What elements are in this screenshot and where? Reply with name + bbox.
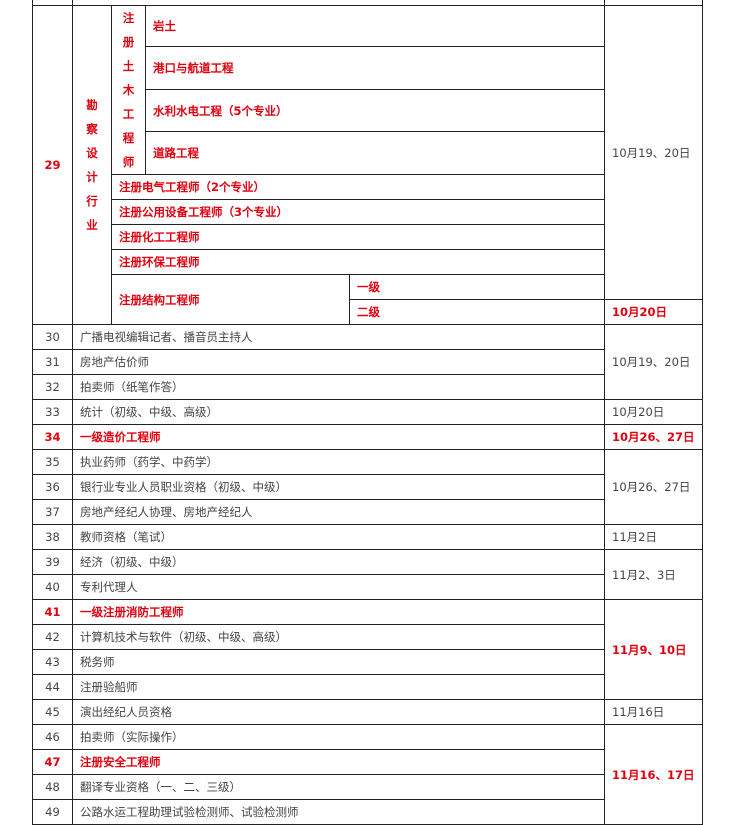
category-cell: 勘察设计行业 — [72, 5, 112, 325]
row-number: 39 — [32, 549, 73, 575]
exam-date: 10月19、20日 — [604, 324, 703, 400]
row-number: 41 — [32, 599, 73, 625]
table-row: 37 房地产经纪人协理、房地产经纪人 — [32, 499, 703, 525]
row-number: 34 — [32, 424, 73, 450]
exam-name: 统计（初级、中级、高级） — [72, 399, 605, 425]
exam-name: 拍卖师（纸笔作答） — [72, 374, 605, 400]
exam-name: 公路水运工程助理试验检测师、试验检测师 — [72, 799, 605, 825]
table-row: 港口与航道工程 — [33, 46, 703, 90]
table-row: 45 演出经纪人员资格 11月16日 — [32, 699, 703, 725]
table-row: 注册环保工程师 — [33, 249, 703, 275]
exam-date: 11月9、10日 — [604, 599, 703, 700]
exam-date: 10月19、20日 — [604, 5, 703, 300]
row-number: 44 — [32, 674, 73, 700]
exam-name: 计算机技术与软件（初级、中级、高级） — [72, 624, 605, 650]
table-row: 道路工程 — [33, 131, 703, 175]
table-row: 35 执业药师（药学、中药学） 10月26、27日 — [32, 449, 703, 525]
exam-date: 11月2、3日 — [604, 549, 703, 600]
exam-name: 拍卖师（实际操作） — [72, 724, 605, 750]
row-number: 43 — [32, 649, 73, 675]
table-row: 34 一级造价工程师 10月26、27日 — [32, 424, 703, 450]
exam-name: 房地产估价师 — [72, 349, 605, 375]
table-row: 46 拍卖师（实际操作） 11月16、17日 — [32, 724, 703, 825]
exam-name: 广播电视编辑记者、播音员主持人 — [72, 324, 605, 350]
exam-level: 二级 — [349, 299, 605, 325]
row-number: 48 — [32, 774, 73, 800]
exam-name: 一级造价工程师 — [72, 424, 605, 450]
row-number: 31 — [32, 349, 73, 375]
exam-schedule-table: 29 勘察设计行业 注册土木工程师 岩土 10月19、20日 港口与航道工程 水… — [32, 0, 703, 825]
exam-name: 专利代理人 — [72, 574, 605, 600]
exam-name: 翻译专业资格（一、二、三级） — [72, 774, 605, 800]
row-number: 36 — [32, 474, 73, 500]
exam-date: 11月16日 — [604, 699, 703, 725]
table-row: 注册公用设备工程师（3个专业） — [33, 199, 703, 225]
exam-name: 注册环保工程师 — [111, 249, 605, 275]
table-row: 38 教师资格（笔试） 11月2日 — [32, 524, 703, 550]
table-row: 注册电气工程师（2个专业） — [33, 174, 703, 200]
exam-name: 注册结构工程师 — [111, 274, 350, 325]
exam-name: 银行业专业人员职业资格（初级、中级） — [72, 474, 605, 500]
subcategory-cell: 注册土木工程师 — [111, 5, 146, 175]
exam-name: 注册安全工程师 — [72, 749, 605, 775]
table-row: 49 公路水运工程助理试验检测师、试验检测师 — [32, 799, 703, 825]
row-number: 32 — [32, 374, 73, 400]
exam-date: 11月2日 — [604, 524, 703, 550]
row-number: 42 — [32, 624, 73, 650]
exam-name: 道路工程 — [145, 131, 605, 175]
table-row: 47 注册安全工程师 — [32, 749, 703, 775]
table-row: 39 经济（初级、中级） 11月2、3日 — [32, 549, 703, 600]
table-row: 40 专利代理人 — [32, 574, 703, 600]
exam-name: 注册公用设备工程师（3个专业） — [111, 199, 605, 225]
exam-date: 10月20日 — [604, 399, 703, 425]
row-number: 29 — [32, 5, 73, 325]
exam-name: 岩土 — [145, 4, 605, 48]
table-row: 33 统计（初级、中级、高级） 10月20日 — [32, 399, 703, 425]
table-row: 29 勘察设计行业 注册土木工程师 岩土 10月19、20日 — [32, 4, 703, 325]
table-row: 36 银行业专业人员职业资格（初级、中级） — [32, 474, 703, 500]
table-row: 48 翻译专业资格（一、二、三级） — [32, 774, 703, 800]
exam-name: 演出经纪人员资格 — [72, 699, 605, 725]
table-row: 水利水电工程（5个专业） — [33, 88, 703, 133]
row-number: 46 — [32, 724, 73, 750]
table-row: 注册结构工程师 一级 — [33, 274, 703, 325]
exam-name: 注册电气工程师（2个专业） — [111, 174, 605, 200]
exam-name: 水利水电工程（5个专业） — [145, 88, 605, 133]
exam-date: 10月26、27日 — [604, 449, 703, 525]
table-row: 43 税务师 — [32, 649, 703, 675]
exam-name: 一级注册消防工程师 — [72, 599, 605, 625]
exam-level: 一级 — [349, 274, 605, 300]
row-number: 47 — [32, 749, 73, 775]
exam-name: 经济（初级、中级） — [72, 549, 605, 575]
exam-name: 注册化工工程师 — [111, 224, 605, 250]
exam-date: 11月16、17日 — [604, 724, 703, 825]
row-number: 37 — [32, 499, 73, 525]
exam-name: 房地产经纪人协理、房地产经纪人 — [72, 499, 605, 525]
row-number: 40 — [32, 574, 73, 600]
table-row: 31 房地产估价师 — [32, 349, 703, 375]
row-number: 30 — [32, 324, 73, 350]
exam-name: 港口与航道工程 — [145, 46, 605, 90]
table-row: 41 一级注册消防工程师 11月9、10日 — [32, 599, 703, 700]
table-row: 二级 10月20日 — [33, 299, 703, 325]
row-number: 49 — [32, 799, 73, 825]
exam-date: 10月20日 — [604, 299, 703, 325]
row-number: 35 — [32, 449, 73, 475]
exam-name: 执业药师（药学、中药学） — [72, 449, 605, 475]
exam-date: 10月26、27日 — [604, 424, 703, 450]
table-row: 32 拍卖师（纸笔作答） — [32, 374, 703, 400]
row-number: 38 — [32, 524, 73, 550]
row-number: 33 — [32, 399, 73, 425]
exam-name: 税务师 — [72, 649, 605, 675]
table-row: 注册化工工程师 — [33, 224, 703, 250]
table-row: 42 计算机技术与软件（初级、中级、高级） — [32, 624, 703, 650]
table-row: 44 注册验船师 — [32, 674, 703, 700]
exam-name: 注册验船师 — [72, 674, 605, 700]
row-number: 45 — [32, 699, 73, 725]
table-row: 30 广播电视编辑记者、播音员主持人 10月19、20日 — [32, 324, 703, 400]
exam-name: 教师资格（笔试） — [72, 524, 605, 550]
